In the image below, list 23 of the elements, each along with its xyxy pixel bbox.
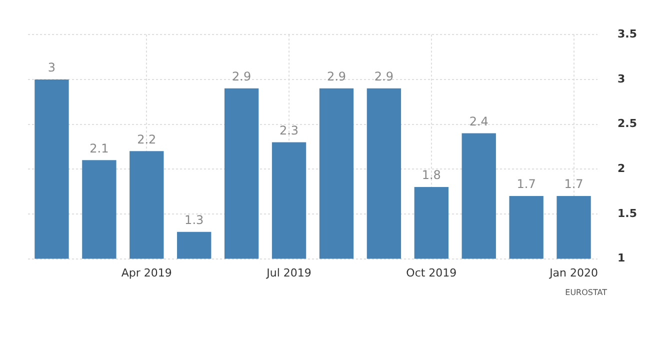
- text: EUROSTAT: [564, 288, 608, 297]
- y-tick-label: 1.5: [618, 206, 638, 220]
- data-label: 2.9: [232, 70, 252, 84]
- data-label: 1.8: [422, 168, 441, 182]
- data-label: 2.9: [326, 70, 346, 84]
- y-tick-label: 2.5: [618, 117, 638, 130]
- data-label: 3: [48, 60, 56, 75]
- data-label: 2.4: [469, 114, 488, 128]
- x-tick-label: Jan 2020: [548, 266, 598, 280]
- y-tick-label: 3: [618, 72, 626, 86]
- data-label: 1.7: [516, 177, 536, 192]
- x-tick-label: Oct 2019: [406, 266, 457, 280]
- y-tick-label: 3.5: [618, 27, 638, 40]
- data-label: 1.7: [564, 177, 584, 192]
- data-label: 2.2: [137, 132, 156, 146]
- y-tick-label: 1: [618, 252, 626, 265]
- data-label: 2.1: [90, 141, 109, 156]
- data-label: 1.3: [184, 213, 204, 228]
- x-tick-label: Jul 2019: [266, 266, 312, 280]
- x-tick-label: Apr 2019: [121, 266, 172, 280]
- y-tick-label: 2: [618, 162, 626, 175]
- data-label: 2.3: [279, 123, 299, 138]
- data-label: 2.9: [374, 70, 394, 84]
